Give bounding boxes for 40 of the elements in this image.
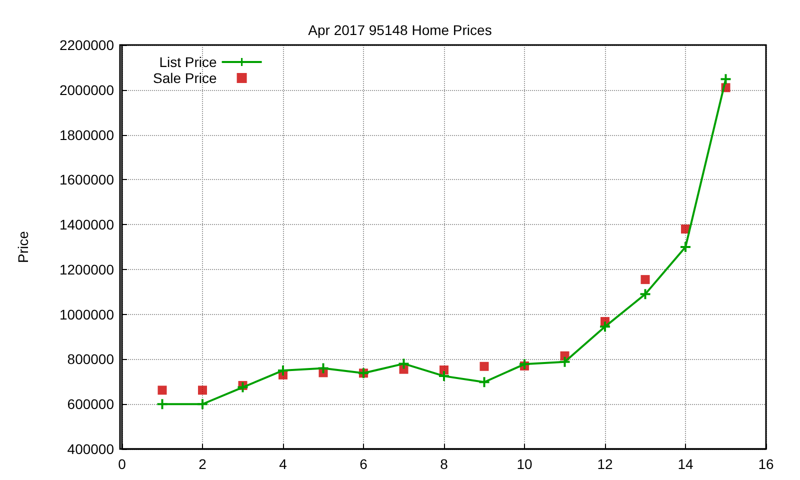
x-tick-label: 14 bbox=[678, 456, 694, 472]
point bbox=[318, 363, 328, 374]
point bbox=[680, 242, 690, 252]
x-tick-label: 6 bbox=[360, 456, 368, 472]
point bbox=[640, 289, 650, 300]
y-axis-title: Price bbox=[15, 230, 31, 263]
point bbox=[439, 371, 449, 382]
point bbox=[157, 399, 168, 410]
x-tick-label: 0 bbox=[118, 456, 126, 472]
point bbox=[198, 386, 207, 395]
point bbox=[480, 362, 489, 371]
y-tick-label: 2200000 bbox=[59, 37, 114, 53]
point bbox=[560, 356, 570, 367]
x-tick-label: 4 bbox=[279, 456, 288, 472]
x-tick-label: 16 bbox=[758, 456, 774, 472]
x-tick-label: 10 bbox=[516, 456, 532, 472]
y-tick-label: 800000 bbox=[67, 351, 114, 368]
y-tick-label: 1000000 bbox=[59, 306, 114, 322]
point bbox=[398, 358, 409, 369]
y-tick-label: 1800000 bbox=[59, 126, 114, 143]
point bbox=[158, 386, 167, 395]
y-tick-label: 600000 bbox=[67, 396, 114, 412]
x-tick-label: 2 bbox=[198, 456, 207, 472]
point bbox=[278, 365, 288, 376]
y-tick-label: 1400000 bbox=[59, 216, 114, 233]
legend-label: List Price bbox=[159, 54, 218, 70]
y-tick-label: 400000 bbox=[67, 441, 114, 457]
legend-label: Sale Price bbox=[152, 70, 218, 86]
point bbox=[238, 382, 248, 392]
y-tick-label: 1200000 bbox=[59, 261, 114, 278]
point bbox=[198, 399, 208, 410]
point bbox=[720, 74, 731, 84]
y-tick-label: 1600000 bbox=[59, 172, 114, 188]
x-tick-label: 12 bbox=[597, 456, 613, 472]
point bbox=[640, 275, 650, 284]
y-tick-label: 2000000 bbox=[59, 82, 114, 98]
chart-title: Apr 2017 95148 Home Prices bbox=[308, 22, 492, 38]
point bbox=[600, 322, 610, 332]
point bbox=[479, 377, 490, 388]
x-tick-label: 8 bbox=[440, 456, 448, 472]
